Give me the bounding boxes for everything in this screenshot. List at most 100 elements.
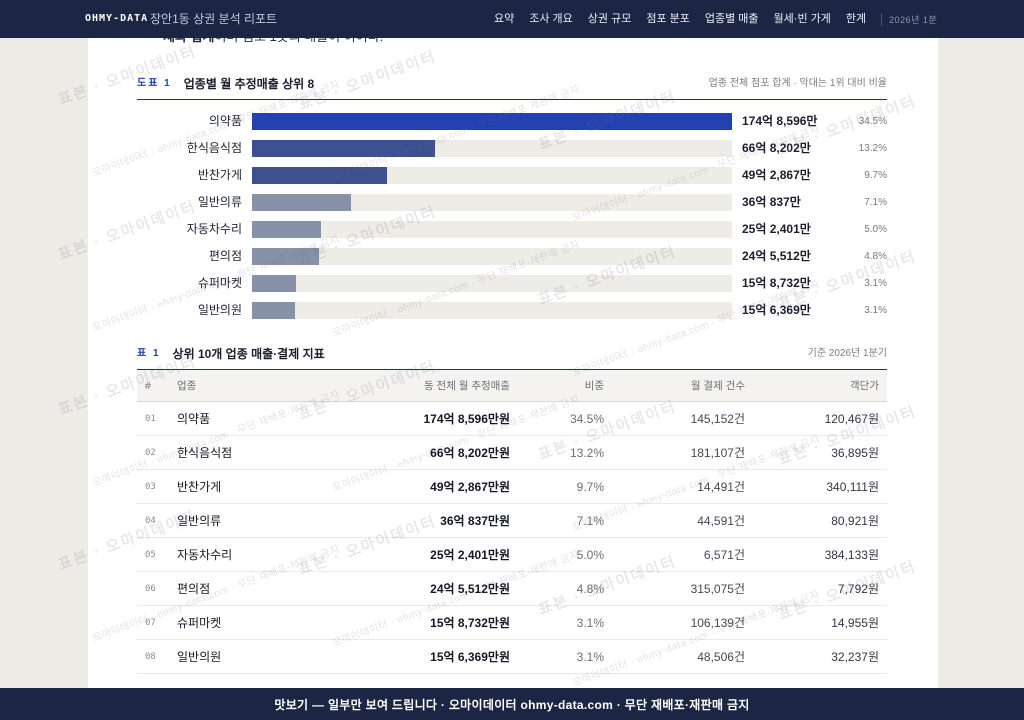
figure-label: 도표 1 <box>137 78 172 89</box>
nav-link-survey-overview[interactable]: 조사 개요 <box>529 13 573 25</box>
cell-share: 34.5% <box>569 411 604 426</box>
nav-link-summary[interactable]: 요약 <box>494 13 515 25</box>
bar-track <box>252 140 732 157</box>
cell-rank: 04 <box>145 515 156 526</box>
cell-name: 반찬가게 <box>177 480 222 494</box>
cell-name: 슈퍼마켓 <box>177 616 222 630</box>
cell-name: 자동차수리 <box>177 548 233 562</box>
nav-link-rent-vacancy[interactable]: 월세·빈 가게 <box>773 13 831 25</box>
bar-row: 슈퍼마켓 15억 8,732만 3.1% <box>137 275 887 292</box>
table-row: 06 편의점 24억 5,512만원 4.8% 315,075건 7,792원 <box>137 572 887 606</box>
report-card: 제과 업계이며 점포 1곳의 매출이 이어다. 도표 1 업종별 월 추정매출 … <box>88 0 938 720</box>
bar-chart: 의약품 174억 8,596만 34.5% 한식음식점 66억 8,202만 13.2% 반… <box>137 113 887 329</box>
bar <box>252 113 732 130</box>
cell-avg: 36,895원 <box>831 446 879 460</box>
footer-banner: 맛보기 — 일부만 보여 드립니다 · 오마이데이터 ohmy-data.com… <box>0 688 1024 720</box>
column-header-share: 비중 <box>584 380 604 392</box>
bar-value-label: 66억 8,202만 <box>742 141 811 155</box>
cell-rank: 02 <box>145 447 156 458</box>
nav-link-sales-by-industry[interactable]: 업종별 매출 <box>704 13 759 25</box>
bar <box>252 194 352 211</box>
cell-rank: 03 <box>145 481 156 492</box>
bar-row: 한식음식점 66억 8,202만 13.2% <box>137 140 887 157</box>
bar-share-label: 3.1% <box>864 278 887 289</box>
bar-share-label: 3.1% <box>864 305 887 316</box>
bar-label: 일반의류 <box>197 195 242 209</box>
bar-row: 의약품 174억 8,596만 34.5% <box>137 113 887 130</box>
period-label: 2026년 1분기 <box>889 14 938 25</box>
cell-count: 106,139건 <box>690 616 745 630</box>
cell-name: 한식음식점 <box>177 446 233 460</box>
cell-rank: 01 <box>145 413 156 424</box>
report-title: 장안1동 상권 분석 리포트 <box>150 12 278 26</box>
bar-track <box>252 194 732 211</box>
bar-track <box>252 275 732 292</box>
bar-label: 한식음식점 <box>186 141 242 155</box>
cell-sales: 24억 5,512만원 <box>430 582 510 596</box>
cell-share: 4.8% <box>576 581 604 596</box>
cell-share: 3.1% <box>576 649 604 664</box>
table-header-block: 표 1 상위 10개 업종 매출·결제 지표 기준 2026년 1분기 <box>137 346 887 370</box>
bar-share-label: 4.8% <box>864 251 887 262</box>
cell-name: 편의점 <box>177 582 211 596</box>
table-row: 02 한식음식점 66억 8,202만원 13.2% 181,107건 36,895원 <box>137 436 887 470</box>
cell-name: 일반의원 <box>177 650 222 664</box>
cell-sales: 174억 8,596만원 <box>423 412 510 426</box>
table-body: 01 의약품 174억 8,596만원 34.5% 145,152건 120,467원 02… <box>137 402 887 674</box>
cell-sales: 15억 8,732만원 <box>430 616 510 630</box>
table-caption: 기준 2026년 1분기 <box>807 348 887 359</box>
figure-title: 업종별 월 추정매출 상위 8 <box>183 77 315 91</box>
bar <box>252 167 388 184</box>
bar <box>252 248 320 265</box>
cell-rank: 05 <box>145 549 156 560</box>
bar-share-label: 7.1% <box>864 197 887 208</box>
bar <box>252 140 436 157</box>
bar-row: 일반의류 36억 837만 7.1% <box>137 194 887 211</box>
cell-avg: 80,921원 <box>831 514 879 528</box>
bar-value-label: 15억 8,732만 <box>742 276 811 290</box>
cell-avg: 32,237원 <box>831 650 879 664</box>
bar-share-label: 34.5% <box>858 116 887 127</box>
table-row: 04 일반의류 36억 837만원 7.1% 44,591건 80,921원 <box>137 504 887 538</box>
cell-sales: 36억 837만원 <box>440 514 510 528</box>
brand-logo[interactable]: OHMY-DATA <box>85 13 149 24</box>
nav-items: 요약 조사 개요 상권 규모 점포 분포 업종별 매출 월세·빈 가게 한계 <box>494 12 881 26</box>
bar-track <box>252 221 732 238</box>
nav-link-limitations[interactable]: 한계 <box>845 13 867 25</box>
nav-link-store-distribution[interactable]: 점포 분포 <box>646 13 690 25</box>
top-nav: OHMY-DATA 장안1동 상권 분석 리포트 요약 조사 개요 상권 규모 점포 … <box>0 0 1024 38</box>
column-header-avg: 객단가 <box>850 380 879 392</box>
bar-track <box>252 248 732 265</box>
nav-links: 요약 조사 개요 상권 규모 점포 분포 업종별 매출 월세·빈 가게 한계 2026년 1… <box>494 0 938 38</box>
nav-link-market-size[interactable]: 상권 규모 <box>587 13 632 25</box>
bar-track <box>252 113 732 130</box>
table-row: 03 반찬가게 49억 2,867만원 9.7% 14,491건 340,111원 <box>137 470 887 504</box>
footer-notice: 맛보기 — 일부만 보여 드립니다 · 오마이데이터 ohmy-data.com… <box>274 697 750 712</box>
cell-sales: 66억 8,202만원 <box>430 446 510 460</box>
cell-name: 일반의류 <box>177 514 222 528</box>
bar-value-label: 49억 2,867만 <box>742 168 811 182</box>
top-nav-inner: OHMY-DATA 장안1동 상권 분석 리포트 요약 조사 개요 상권 규모 점포 … <box>85 0 938 38</box>
cell-name: 의약품 <box>177 412 211 426</box>
cell-share: 5.0% <box>576 547 604 562</box>
cell-count: 145,152건 <box>690 412 745 426</box>
cell-avg: 340,111원 <box>826 480 879 494</box>
bar-label: 반찬가게 <box>197 168 242 182</box>
cell-share: 9.7% <box>576 479 604 494</box>
column-header-count: 월 결제 건수 <box>690 380 745 392</box>
cell-avg: 384,133원 <box>824 548 879 562</box>
table-row: 01 의약품 174억 8,596만원 34.5% 145,152건 120,467원 <box>137 402 887 436</box>
cell-count: 48,506건 <box>697 650 745 664</box>
figure-caption: 업종 전체 점포 합계 · 막대는 1위 대비 비율 <box>708 78 887 89</box>
cell-count: 44,591건 <box>697 514 745 528</box>
cell-count: 6,571건 <box>703 548 745 562</box>
bar-value-label: 24억 5,512만 <box>742 249 811 263</box>
bar <box>252 221 322 238</box>
bar-share-label: 5.0% <box>864 224 887 235</box>
bar-label: 슈퍼마켓 <box>197 276 242 290</box>
bar-track <box>252 167 732 184</box>
figure-header: 도표 1 업종별 월 추정매출 상위 8 업종 전체 점포 합계 · 막대는 1… <box>137 76 887 100</box>
column-header-name: 업종 <box>177 380 197 392</box>
bar-track <box>252 302 732 319</box>
bar-label: 의약품 <box>208 114 242 128</box>
